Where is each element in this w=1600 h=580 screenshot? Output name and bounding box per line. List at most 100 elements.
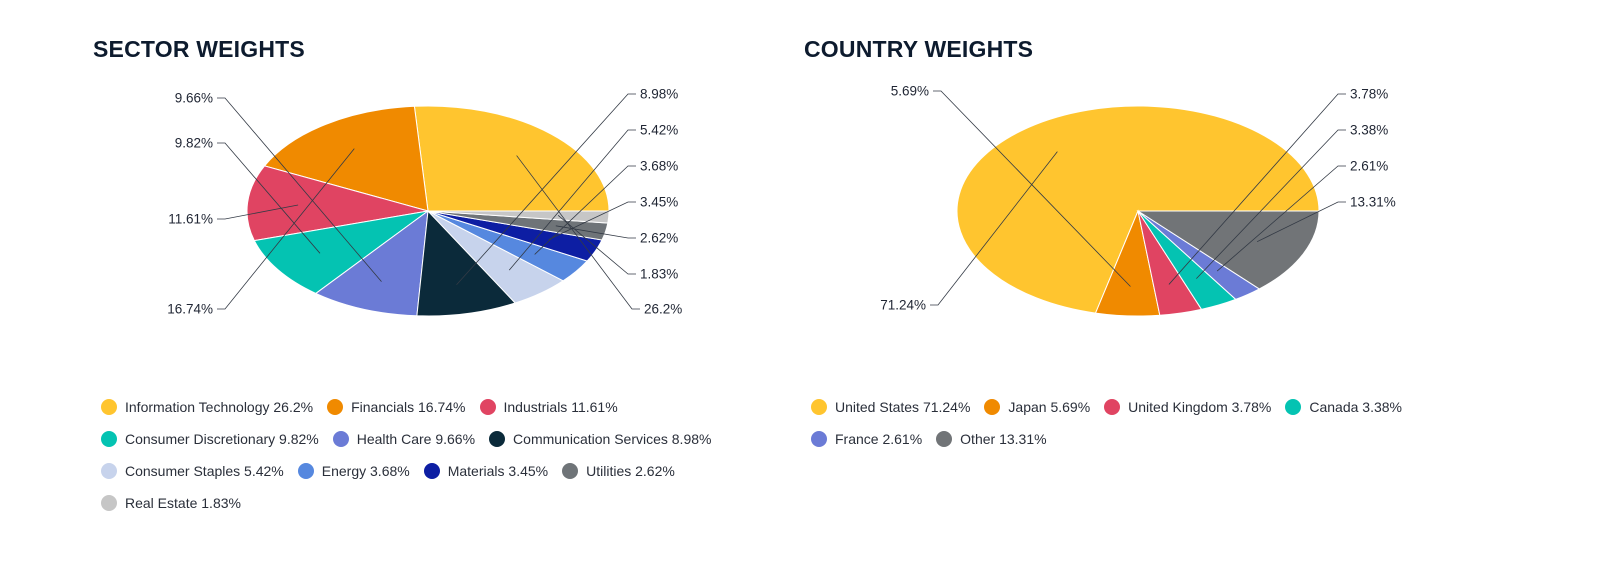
country-legend-label-france: France 2.61%	[835, 431, 923, 447]
sector-value-label-information-technology: 26.2%	[644, 302, 682, 317]
sector-value-label-communication-services: 8.98%	[640, 87, 678, 102]
sector-legend-label-financials: Financials 16.74%	[351, 399, 466, 415]
country-value-label-united-kingdom: 3.78%	[1350, 87, 1388, 102]
sector-legend-row: Consumer Staples 5.42% Energy 3.68% Materi…	[101, 455, 721, 487]
country-legend-item-other[interactable]: Other 13.31%	[936, 431, 1047, 447]
country-legend-swatch-japan	[984, 399, 1001, 415]
sector-legend-item-information-technology[interactable]: Information Technology 26.2%	[101, 399, 313, 415]
country-legend-label-other: Other 13.31%	[960, 431, 1047, 447]
country-legend-item-united-kingdom[interactable]: United Kingdom 3.78%	[1104, 399, 1271, 415]
sector-legend-label-consumer-staples: Consumer Staples 5.42%	[125, 463, 284, 479]
sector-legend-item-energy[interactable]: Energy 3.68%	[297, 463, 410, 479]
sector-legend-swatch-consumer-staples	[101, 463, 117, 479]
sector-legend-swatch-health-care	[332, 431, 349, 447]
country-slice-united-states	[956, 105, 1320, 314]
country-legend-label-united-states: United States 71.24%	[835, 399, 971, 415]
sector-pie-chart: 26.2% 16.74% 11.61% 9.82% 9.66% 8.98% 5.42% 3.6…	[167, 87, 682, 317]
country-value-label-other: 13.31%	[1350, 195, 1396, 210]
sector-legend-swatch-energy	[297, 463, 314, 479]
country-leader-japan	[933, 90, 1131, 287]
country-legend-item-canada[interactable]: Canada 3.38%	[1285, 399, 1402, 415]
sector-legend-label-information-technology: Information Technology 26.2%	[125, 399, 314, 415]
country-pie-top	[956, 105, 1320, 317]
sector-legend-item-industrials[interactable]: Industrials 11.61%	[479, 399, 618, 415]
sector-legend-swatch-industrials	[479, 399, 496, 415]
country-leader-other	[1256, 201, 1346, 243]
sector-legend-item-real-estate[interactable]: Real Estate 1.83%	[101, 495, 241, 511]
country-value-label-united-states: 71.24%	[880, 298, 926, 313]
sector-legend-swatch-utilities	[562, 463, 579, 479]
country-legend-item-france[interactable]: France 2.61%	[811, 431, 922, 447]
sector-slice-consumer-discretionary	[253, 210, 429, 294]
sector-weights-title: SECTOR WEIGHTS	[93, 36, 305, 62]
country-weights-panel: COUNTRY WEIGHTS 71.24% 5.69% 3.78% 3.38% 2.6…	[730, 0, 1450, 580]
sector-legend-item-utilities[interactable]: Utilities 2.62%	[562, 463, 675, 479]
sector-legend-label-utilities: Utilities 2.62%	[586, 463, 675, 479]
sector-leader-health-care	[217, 97, 382, 282]
sector-leader-information-technology	[516, 155, 640, 310]
sector-value-label-energy: 3.68%	[640, 159, 678, 174]
country-value-label-france: 2.61%	[1350, 159, 1388, 174]
sector-value-label-industrials: 11.61%	[168, 212, 213, 227]
sector-leader-utilities	[555, 225, 636, 239]
sector-slice-health-care	[314, 209, 429, 317]
country-weights-title: COUNTRY WEIGHTS	[804, 36, 1034, 62]
country-legend-row: France 2.61% Other 13.31%	[811, 423, 1431, 455]
country-legend-label-united-kingdom: United Kingdom 3.78%	[1128, 399, 1272, 415]
sector-legend-item-consumer-discretionary[interactable]: Consumer Discretionary 9.82%	[101, 431, 319, 447]
sector-legend-swatch-materials	[423, 463, 440, 479]
sector-legend-swatch-information-technology	[101, 399, 117, 415]
sector-legend-row: Real Estate 1.83%	[101, 487, 721, 519]
country-leader-canada	[1196, 129, 1346, 279]
sector-value-label-consumer-staples: 5.42%	[640, 123, 678, 138]
sector-legend-label-industrials: Industrials 11.61%	[503, 399, 618, 415]
sector-legend-label-materials: Materials 3.45%	[447, 463, 549, 479]
sector-leader-consumer-staples	[508, 129, 636, 271]
sector-legend-row: Consumer Discretionary 9.82% Health Care …	[101, 423, 721, 455]
sector-leader-consumer-discretionary	[217, 142, 321, 254]
sector-slice-communication-services	[416, 209, 517, 317]
country-legend-row: United States 71.24% Japan 5.69% United Ki…	[811, 391, 1431, 423]
sector-legend-row: Information Technology 26.2% Financials 1…	[101, 391, 721, 423]
country-legend-label-japan: Japan 5.69%	[1008, 399, 1091, 415]
country-legend-swatch-france	[811, 431, 827, 447]
sector-legend-item-health-care[interactable]: Health Care 9.66%	[332, 431, 476, 447]
sector-value-label-materials: 3.45%	[640, 195, 678, 210]
sector-value-label-consumer-discretionary: 9.82%	[175, 136, 213, 151]
sector-leader-energy	[534, 165, 636, 255]
sector-legend-item-communication-services[interactable]: Communication Services 8.98%	[489, 431, 711, 447]
sector-pie-labels: 26.2% 16.74% 11.61% 9.82% 9.66% 8.98% 5.42% 3.6…	[167, 87, 682, 317]
sector-value-label-real-estate: 1.83%	[640, 267, 678, 282]
sector-legend-item-materials[interactable]: Materials 3.45%	[423, 463, 549, 479]
country-legend-label-canada: Canada 3.38%	[1309, 399, 1402, 415]
country-legend-item-japan[interactable]: Japan 5.69%	[984, 399, 1090, 415]
sector-slice-information-technology	[413, 105, 610, 212]
country-legend-item-united-states[interactable]: United States 71.24%	[811, 399, 970, 415]
sector-legend-label-health-care: Health Care 9.66%	[356, 431, 476, 447]
sector-legend: Information Technology 26.2% Financials 1…	[101, 391, 721, 519]
country-pie-labels: 71.24% 5.69% 3.78% 3.38% 2.61% 13.31%	[880, 84, 1396, 313]
sector-legend-swatch-financials	[327, 399, 344, 415]
country-legend-swatch-canada	[1285, 399, 1302, 415]
sector-leader-communication-services	[456, 93, 636, 286]
country-legend-swatch-other	[936, 431, 953, 447]
country-slice-other	[1136, 210, 1320, 290]
sector-legend-swatch-consumer-discretionary	[101, 431, 117, 447]
sector-legend-item-consumer-staples[interactable]: Consumer Staples 5.42%	[101, 463, 284, 479]
sector-legend-swatch-real-estate	[101, 495, 117, 511]
country-legend: United States 71.24% Japan 5.69% United Ki…	[811, 391, 1431, 455]
sector-legend-label-energy: Energy 3.68%	[321, 463, 410, 479]
country-value-label-japan: 5.69%	[891, 84, 929, 99]
sector-leader-materials	[548, 201, 636, 240]
country-leader-united-states	[930, 151, 1058, 306]
country-value-label-canada: 3.38%	[1350, 123, 1388, 138]
country-pie-chart: 71.24% 5.69% 3.78% 3.38% 2.61% 13.31%	[880, 84, 1396, 317]
sector-legend-label-communication-services: Communication Services 8.98%	[513, 431, 712, 447]
sector-value-label-health-care: 9.66%	[175, 91, 213, 106]
sector-legend-item-financials[interactable]: Financials 16.74%	[327, 399, 466, 415]
sector-leader-financials	[217, 148, 355, 310]
country-legend-swatch-united-states	[811, 399, 827, 415]
sector-value-label-utilities: 2.62%	[640, 231, 678, 246]
sector-legend-label-real-estate: Real Estate 1.83%	[125, 495, 241, 511]
country-leader-france	[1216, 165, 1346, 272]
